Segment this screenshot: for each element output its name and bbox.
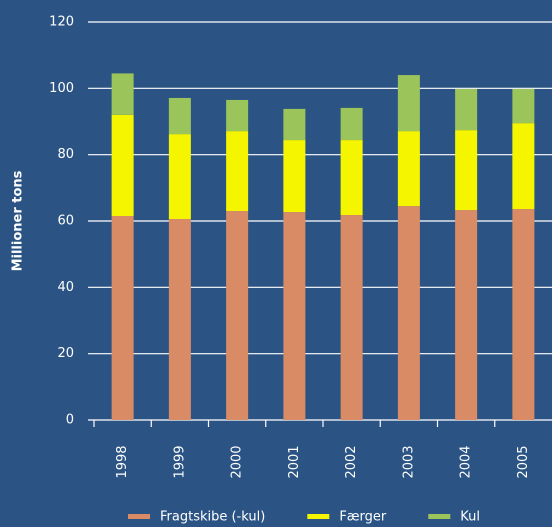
bar-segment xyxy=(512,88,535,124)
bar-segment xyxy=(111,114,134,217)
y-tick-label: 120 xyxy=(49,15,74,30)
bar-segment xyxy=(340,140,363,216)
x-tick-label: 2001 xyxy=(287,445,302,478)
x-tick-label: 1998 xyxy=(115,445,130,478)
bar-segment xyxy=(283,140,306,213)
bar-segment xyxy=(340,107,363,141)
x-tick-label: 2000 xyxy=(230,445,245,478)
legend-label: Kul xyxy=(460,510,480,525)
bar-segment xyxy=(455,130,478,211)
bar-segment xyxy=(397,75,420,132)
bar-segment xyxy=(397,206,420,420)
y-tick-label: 40 xyxy=(57,280,74,295)
x-tick-label: 2004 xyxy=(459,445,474,478)
legend-swatch xyxy=(128,514,150,519)
bar-segment xyxy=(226,131,249,212)
bar-segment xyxy=(168,219,191,420)
legend-label: Færger xyxy=(339,510,387,525)
x-tick-label: 2003 xyxy=(401,445,416,478)
bar-segment xyxy=(455,88,478,131)
bar-segment xyxy=(512,123,535,210)
y-tick-label: 100 xyxy=(49,81,74,96)
bar-segment xyxy=(226,99,249,132)
y-tick-label: 20 xyxy=(57,346,74,361)
x-tick-label: 1999 xyxy=(172,445,187,478)
bar-segment xyxy=(397,131,420,207)
bar-segment xyxy=(455,210,478,420)
x-tick-label: 2005 xyxy=(516,445,531,478)
bar-segment xyxy=(168,97,191,135)
bar-segment xyxy=(283,212,306,420)
x-tick-label: 2002 xyxy=(344,445,359,478)
bar-segment xyxy=(168,134,191,220)
y-tick-label: 60 xyxy=(57,214,74,229)
y-axis-title: Millioner tons xyxy=(11,170,26,271)
bar-segment xyxy=(512,209,535,420)
legend-label: Fragtskibe (-kul) xyxy=(160,510,265,525)
legend-swatch xyxy=(428,514,451,519)
bar-segment xyxy=(111,73,134,115)
y-tick-label: 0 xyxy=(66,413,74,428)
legend-swatch xyxy=(307,514,330,519)
bar-segment xyxy=(340,215,363,420)
bar-segment xyxy=(283,108,306,141)
y-tick-label: 80 xyxy=(57,147,74,162)
bar-segment xyxy=(226,211,249,420)
bar-segment xyxy=(111,216,134,420)
